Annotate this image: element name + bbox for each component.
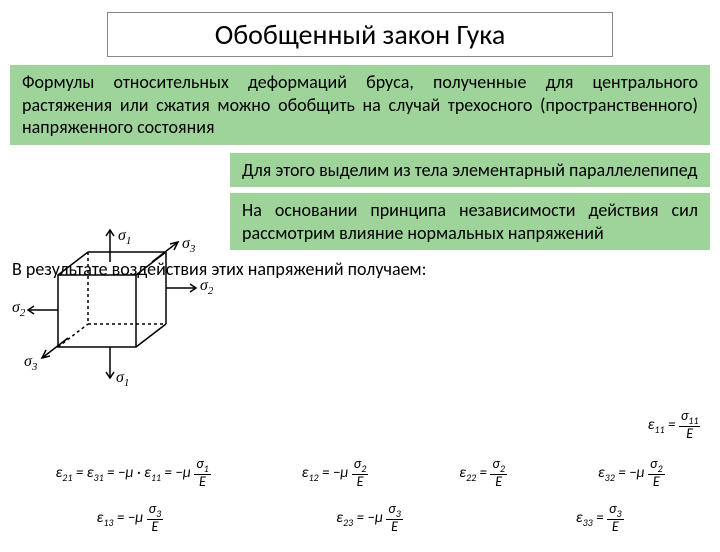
paragraph-1: Для этого выделим из тела элементарный п… <box>230 153 710 188</box>
sigma2-left-label: σ2 <box>12 299 26 319</box>
intro-paragraph: Формулы относительных деформаций бруса, … <box>10 65 710 145</box>
formula-row-2: ε13 = −μ σ3E ε23 = −μ σ3E ε33 = σ3E <box>10 502 710 535</box>
sigma1-top-label: σ1 <box>118 227 131 247</box>
page-title: Обобщенный закон Гука <box>107 12 613 57</box>
formula-e13: ε13 = −μ σ3E <box>96 502 163 535</box>
formula-e33: ε33 = σ3E <box>576 502 624 535</box>
formula-row-1: ε21 = ε31 = −μ · ε11 = −μ σ1E ε12 = −μ σ… <box>10 457 710 490</box>
sigma3-top-label: σ3 <box>182 235 196 255</box>
formula-e23: ε23 = −μ σ3E <box>336 502 403 535</box>
sigma3-bot-label: σ3 <box>24 353 38 373</box>
sigma1-bot-label: σ1 <box>116 369 129 389</box>
cube-diagram: σ1 σ3 σ2 σ2 σ3 σ1 <box>10 220 220 390</box>
formula-e12: ε12 = −μ σ2E <box>302 457 369 490</box>
formula-e22: ε22 = σ2E <box>459 457 507 490</box>
sigma2-right-label: σ2 <box>200 277 214 297</box>
formula-e32: ε32 = −μ σ2E <box>598 457 665 490</box>
paragraph-2: На основании принципа независимости дейс… <box>230 193 710 250</box>
formula-e21-e31: ε21 = ε31 = −μ · ε11 = −μ σ1E <box>55 457 210 490</box>
formula-e11: ε11 = σ11E <box>634 409 714 437</box>
